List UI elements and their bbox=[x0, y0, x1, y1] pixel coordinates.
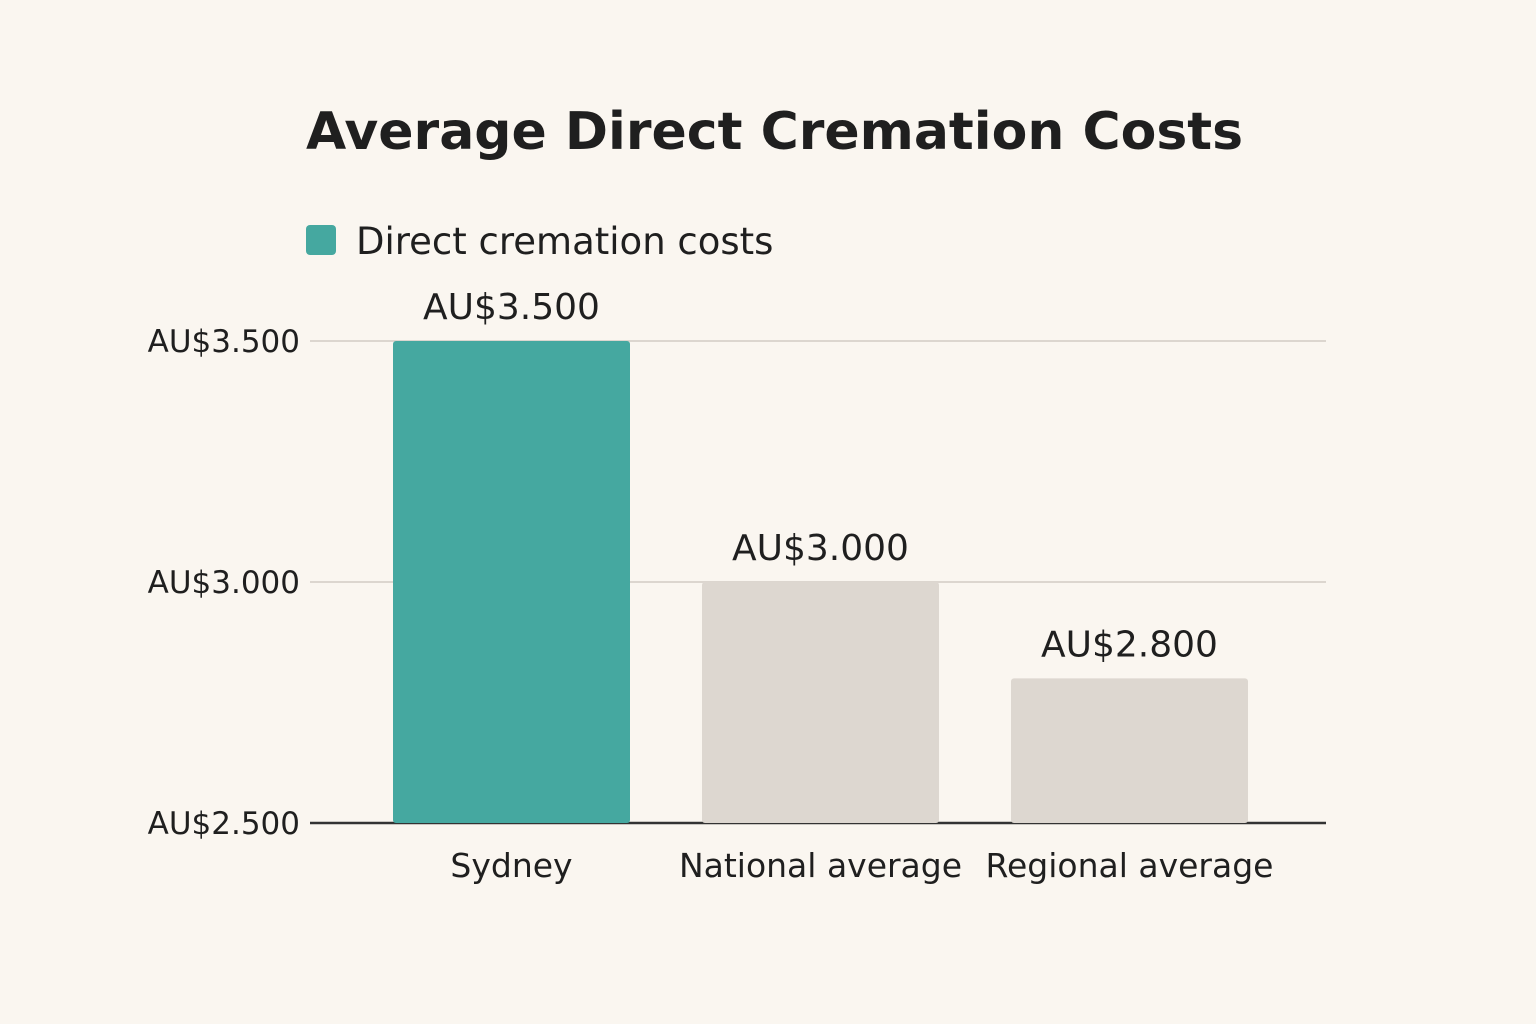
data-label: AU$3.000 bbox=[732, 528, 909, 569]
chart-title: Average Direct Cremation Costs bbox=[306, 102, 1243, 162]
data-label: AU$2.800 bbox=[1041, 624, 1218, 665]
y-tick-label: AU$3.500 bbox=[148, 324, 300, 360]
x-tick-label: Regional average bbox=[986, 846, 1274, 885]
bar bbox=[1011, 678, 1248, 823]
y-tick-label: AU$2.500 bbox=[148, 806, 300, 842]
bar bbox=[702, 582, 939, 823]
x-tick-label: National average bbox=[679, 846, 962, 885]
data-label: AU$3.500 bbox=[423, 287, 600, 328]
legend-label: Direct cremation costs bbox=[356, 220, 773, 263]
legend: Direct cremation costs bbox=[306, 220, 773, 263]
bar bbox=[393, 341, 630, 823]
y-tick-label: AU$3.000 bbox=[148, 565, 300, 601]
x-tick-label: Sydney bbox=[450, 846, 572, 885]
legend-swatch bbox=[306, 225, 336, 255]
